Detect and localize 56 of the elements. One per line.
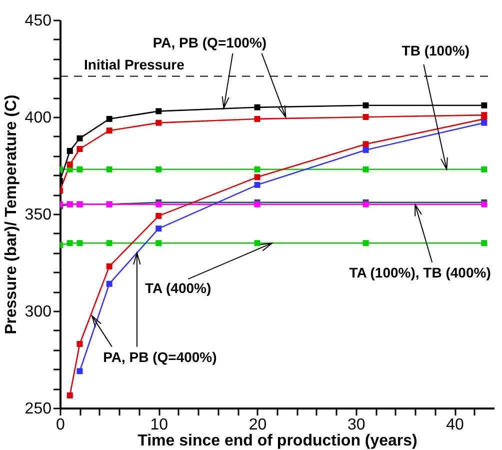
point <box>66 240 73 246</box>
y-tick-label: 400 <box>24 110 52 126</box>
point <box>106 280 112 287</box>
y-tick-label: 350 <box>24 206 52 224</box>
point <box>76 135 83 142</box>
y-tick-label: 450 <box>24 12 52 30</box>
point <box>106 128 112 134</box>
point <box>362 141 369 148</box>
point <box>76 240 83 246</box>
x-tick-label: 40 <box>446 416 464 434</box>
annotation: TA (400%) <box>145 280 212 296</box>
point <box>66 162 73 168</box>
point <box>156 120 162 126</box>
x-tick-label: 30 <box>348 416 366 434</box>
point <box>106 240 112 246</box>
annotation: TB (100%) <box>402 42 470 58</box>
point <box>156 108 162 114</box>
point <box>362 102 369 108</box>
point <box>481 102 488 108</box>
x-tick-label: 0 <box>56 416 66 434</box>
annotation: PA, PB (Q=400%) <box>103 348 217 365</box>
annotation: PA, PB (Q=100%) <box>152 34 267 50</box>
x-tick-label: 20 <box>248 416 267 434</box>
y-axis-title: Pressure (bar)/ Temperature (C) <box>2 94 20 334</box>
point <box>254 174 260 180</box>
point <box>66 392 73 398</box>
point <box>76 368 83 374</box>
y-tick-label: 250 <box>24 400 52 418</box>
point <box>481 120 488 126</box>
point <box>481 240 488 246</box>
point <box>76 340 83 347</box>
point <box>156 240 162 246</box>
x-axis-title: Time since end of production (years) <box>138 432 418 450</box>
point <box>362 166 369 172</box>
point <box>106 166 112 172</box>
point <box>106 263 112 270</box>
point <box>76 166 83 172</box>
point <box>156 212 162 219</box>
point <box>156 166 162 172</box>
point <box>76 146 83 152</box>
point <box>254 182 260 188</box>
point <box>254 240 260 246</box>
point <box>156 226 162 232</box>
x-tick-label: 10 <box>150 416 168 434</box>
point <box>106 116 112 122</box>
point <box>254 166 260 172</box>
y-tick-label: 300 <box>24 304 52 320</box>
point <box>254 104 260 110</box>
legend-label: Initial Pressure <box>84 56 185 72</box>
point <box>254 116 260 122</box>
point <box>481 166 488 172</box>
point <box>66 148 73 154</box>
point <box>362 146 369 153</box>
annotation: TA (100%), TB (400%) <box>349 264 491 280</box>
point <box>362 114 369 120</box>
point <box>362 240 369 246</box>
